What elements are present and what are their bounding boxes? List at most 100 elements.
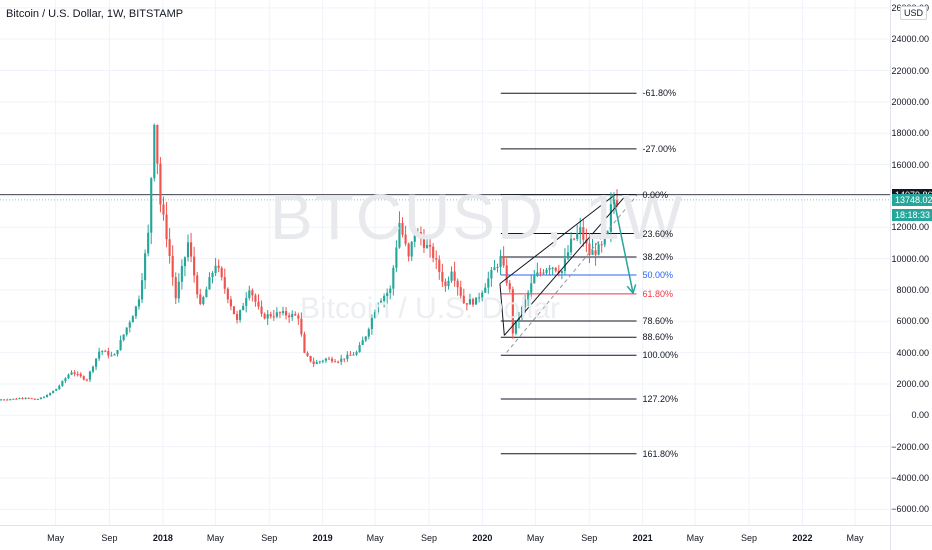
price-plot[interactable] [0, 0, 890, 525]
candle-body [554, 267, 557, 271]
candle-body [609, 204, 612, 232]
price-tick-label: 16000.00 [891, 159, 929, 170]
candle-body [321, 360, 324, 362]
fib-level-label: 0.00% [642, 189, 669, 200]
time-axis[interactable]: May Sep 2018 May Sep 2019 May Sep 2020 May Sep 2021… [0, 525, 890, 550]
candle-body [346, 354, 349, 359]
candle-body [312, 361, 315, 365]
candle-body [165, 214, 168, 240]
candle-body [352, 354, 355, 356]
candle-body [30, 398, 33, 400]
candle-body [15, 398, 18, 400]
candle-body [419, 232, 422, 239]
price-tick-label: 0.00 [911, 410, 929, 421]
candle-body [294, 314, 297, 316]
price-tick-label: 6000.00 [896, 316, 929, 327]
candle-body [444, 281, 447, 287]
price-tick-label: 8000.00 [896, 284, 929, 295]
time-tick-label: May [366, 533, 384, 543]
candle-body [327, 358, 331, 360]
candle-body [144, 253, 147, 281]
candle-body [542, 272, 545, 274]
candle-body [502, 256, 505, 266]
candle-body [597, 244, 600, 255]
candle-body [82, 376, 85, 380]
projection-arrow-line [612, 194, 634, 294]
candle-body [343, 358, 346, 360]
candle-body [39, 397, 42, 400]
candle-body [330, 358, 334, 362]
candle-body [242, 305, 245, 311]
candle-body [520, 307, 524, 318]
candle-body [600, 244, 603, 246]
candle-body [189, 242, 193, 257]
candle-body [101, 350, 104, 352]
candle-body [478, 297, 481, 299]
candle-body [122, 334, 125, 340]
candle-body [435, 258, 438, 260]
candle-body [229, 299, 232, 307]
time-tick-label: May [47, 533, 65, 543]
candle-body [156, 124, 159, 164]
candle-body [52, 390, 55, 394]
candle-body [21, 398, 24, 400]
candle-body [505, 265, 508, 284]
time-tick-label: Sep [101, 533, 118, 543]
candle-body [468, 299, 472, 305]
candle-body [140, 280, 144, 300]
candle-body [560, 271, 563, 274]
candle-body [266, 314, 269, 319]
price-tick-label: 4000.00 [896, 347, 929, 358]
time-tick-label: May [526, 533, 544, 543]
time-tick-label: Sep [741, 533, 758, 543]
candle-body [401, 222, 404, 235]
candle-body [199, 294, 202, 304]
price-axis[interactable]: 26000.0024000.0022000.0020000.0018000.00… [890, 0, 932, 525]
candle-body [303, 334, 306, 353]
candle-body [474, 297, 478, 305]
candle-body [202, 297, 205, 304]
chart-pane[interactable]: BTCUSD, 1W Bitcoin / U.S. Dollar Bitcoin… [0, 0, 890, 525]
candle-body [235, 314, 239, 320]
candle-body [465, 303, 468, 305]
candle-body [73, 372, 76, 374]
candle-body [180, 266, 183, 282]
time-tick-label: 2021 [632, 533, 653, 543]
fib-level-label: 38.20% [642, 252, 674, 262]
candle-body [524, 299, 527, 308]
candle-body [432, 246, 435, 259]
candle-body [104, 350, 107, 352]
chart-title: Bitcoin / U.S. Dollar, 1W, BITSTAMP [6, 8, 184, 20]
time-tick-label: 2022 [792, 533, 813, 543]
candle-body [447, 280, 450, 287]
candle-body [79, 373, 82, 377]
candle-body [263, 313, 266, 319]
candle-body [487, 278, 490, 288]
candle-body [376, 303, 380, 313]
candle-body [196, 275, 199, 295]
candle-body [260, 306, 263, 314]
candle-body [177, 281, 180, 299]
candle-body [0, 399, 3, 401]
candle-body [3, 399, 6, 401]
fib-level-label: 100.00% [642, 350, 679, 361]
candle-body [36, 399, 39, 401]
candle-body [147, 232, 150, 254]
candle-body [193, 256, 196, 276]
candle-body [517, 317, 521, 322]
candle-body [254, 295, 257, 302]
candle-body [134, 306, 137, 317]
candle-body [119, 339, 122, 351]
time-tick-label: Sep [261, 533, 278, 543]
candle-body [70, 372, 73, 375]
candle-body [358, 345, 361, 353]
channel-mid-line [506, 194, 638, 353]
currency-button[interactable]: USD [899, 6, 927, 20]
candle-body [110, 355, 113, 357]
candle-body [591, 250, 594, 255]
candle-body [511, 289, 514, 334]
channel-edge-line [499, 283, 505, 336]
time-tick-label: 2019 [312, 533, 333, 543]
candle-body [137, 299, 141, 307]
